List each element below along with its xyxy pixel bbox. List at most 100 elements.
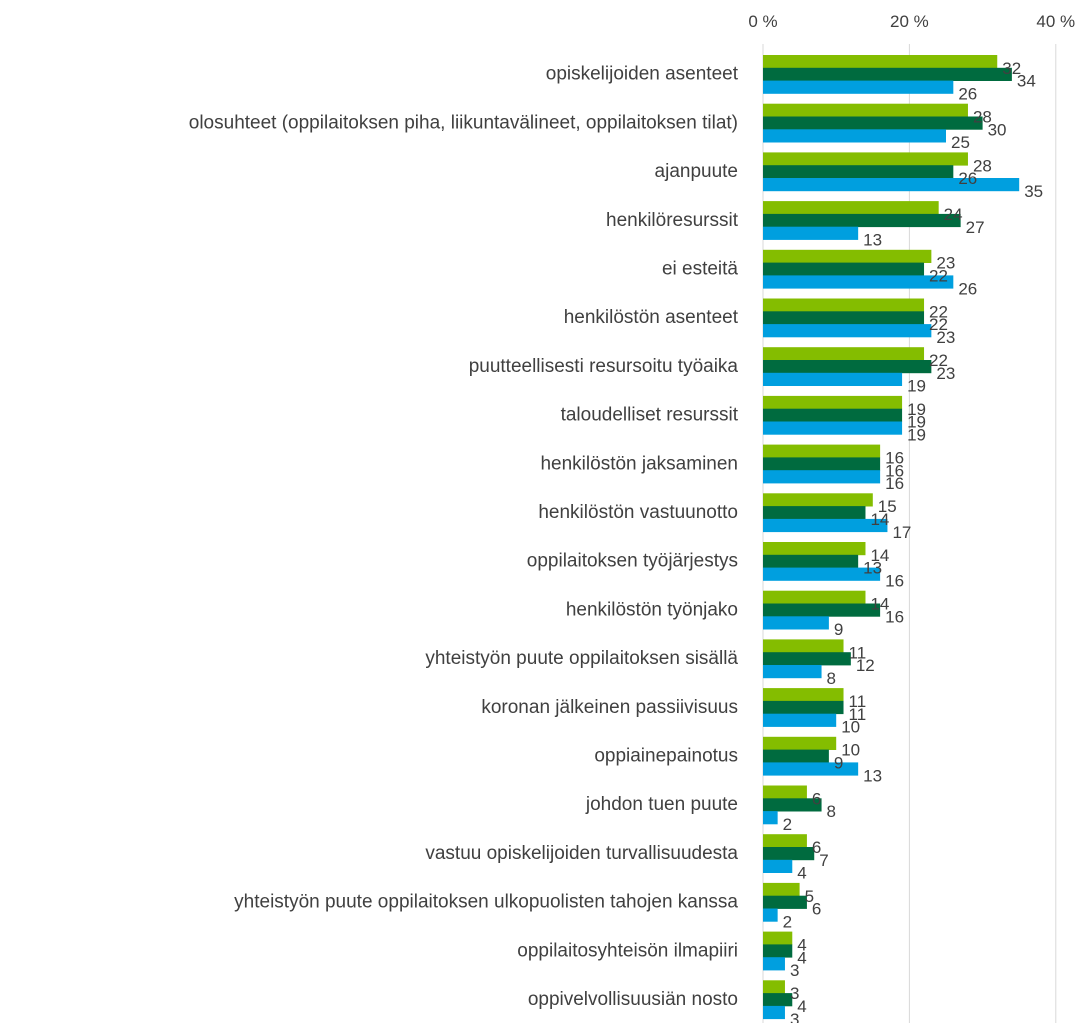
data-label: 16 — [885, 461, 904, 480]
bar-1 — [763, 834, 807, 848]
data-label: 19 — [907, 413, 926, 432]
x-tick-label: 0 % — [748, 12, 777, 31]
bar-1 — [763, 298, 925, 312]
category-label: yhteistyön puute oppilaitoksen sisällä — [425, 648, 738, 669]
bar-1 — [763, 882, 800, 897]
bar-2 — [763, 603, 881, 617]
bar-1 — [763, 103, 968, 117]
bar-3 — [763, 957, 785, 971]
bar-3 — [763, 372, 903, 386]
bar-2 — [763, 700, 844, 715]
bar-2 — [763, 408, 903, 422]
data-label: 2 — [783, 815, 792, 834]
bar-2 — [763, 749, 829, 763]
bar-1 — [763, 444, 881, 458]
data-label: 13 — [863, 766, 882, 785]
data-label: 7 — [819, 851, 828, 870]
bar-2 — [763, 798, 822, 812]
bar-2 — [763, 67, 1012, 81]
data-label: 35 — [1024, 182, 1043, 201]
bar-1 — [763, 493, 873, 507]
data-label: 10 — [841, 741, 860, 760]
data-label: 28 — [973, 156, 992, 175]
bar-1 — [763, 152, 968, 166]
bar-2 — [763, 262, 925, 276]
bar-3 — [763, 567, 881, 581]
data-label: 22 — [929, 315, 948, 334]
data-label: 23 — [936, 364, 955, 383]
bar-3 — [763, 859, 793, 873]
category-label: puutteellisesti resursoitu työaika — [469, 356, 739, 377]
x-tick-label: 20 % — [890, 12, 929, 31]
data-label: 16 — [885, 607, 904, 626]
category-label: henkilöstön työnjako — [566, 599, 738, 620]
data-label: 17 — [892, 523, 911, 542]
bar-3 — [763, 275, 954, 289]
bar-1 — [763, 785, 807, 799]
bar-1 — [763, 736, 837, 750]
category-label: oppiainepainotus — [594, 746, 738, 767]
data-label: 3 — [790, 1010, 799, 1023]
data-label: 13 — [863, 559, 882, 578]
bar-3 — [763, 226, 859, 240]
category-label: yhteistyön puute oppilaitoksen ulkopuoli… — [234, 892, 738, 913]
data-label: 9 — [834, 754, 843, 773]
data-label: 19 — [907, 425, 926, 444]
data-label: 16 — [885, 572, 904, 591]
data-label: 11 — [849, 692, 867, 711]
bar-1 — [763, 347, 925, 361]
bar-2 — [763, 213, 961, 228]
category-label: taloudelliset resurssit — [561, 405, 739, 426]
bar-2 — [763, 311, 925, 325]
bar-3 — [763, 811, 778, 825]
bar-2 — [763, 165, 954, 179]
bar-3 — [763, 762, 859, 776]
data-label: 4 — [797, 936, 806, 955]
data-label: 19 — [907, 377, 926, 396]
data-label: 3 — [790, 984, 799, 1003]
bar-1 — [763, 201, 939, 215]
data-label: 19 — [907, 400, 926, 419]
data-label: 26 — [958, 169, 977, 188]
category-label: johdon tuen puute — [585, 794, 738, 815]
bar-3 — [763, 1005, 785, 1020]
bar-3 — [763, 616, 829, 630]
data-label: 11 — [849, 705, 867, 724]
category-label: henkilöstön jaksaminen — [540, 453, 738, 474]
bar-1 — [763, 395, 903, 410]
bar-3 — [763, 421, 903, 435]
bar-3 — [763, 178, 1020, 192]
bar-3 — [763, 129, 946, 143]
data-label: 24 — [944, 205, 963, 224]
data-label: 10 — [841, 718, 860, 737]
data-label: 22 — [929, 267, 948, 286]
data-label: 8 — [827, 669, 836, 688]
data-label: 6 — [812, 789, 821, 808]
data-label: 14 — [870, 510, 889, 529]
bar-3 — [763, 713, 837, 727]
data-label: 27 — [966, 218, 985, 237]
bar-3 — [763, 324, 932, 338]
data-label: 23 — [936, 254, 955, 273]
data-label: 4 — [797, 997, 806, 1016]
data-label: 32 — [1002, 59, 1021, 78]
x-tick-label: 40 % — [1036, 12, 1075, 31]
data-label: 14 — [870, 595, 889, 614]
data-label: 6 — [812, 900, 821, 919]
category-label: oppivelvollisuusiän nosto — [528, 989, 738, 1010]
bar-2 — [763, 652, 851, 666]
bar-2 — [763, 895, 807, 909]
data-label: 22 — [929, 302, 948, 321]
category-label: olosuhteet (oppilaitoksen piha, liikunta… — [189, 112, 738, 133]
x-axis-ticks: 0 % 20 % 40 % — [748, 12, 1075, 31]
data-label: 15 — [878, 497, 897, 516]
data-label: 5 — [805, 887, 814, 906]
bar-2 — [763, 360, 932, 374]
data-label: 8 — [827, 802, 836, 821]
bar-1 — [763, 590, 866, 604]
category-label: ajanpuute — [655, 161, 738, 182]
data-label: 12 — [856, 656, 875, 675]
bar-1 — [763, 931, 793, 945]
data-label: 34 — [1017, 72, 1036, 91]
value-labels: 3234262830252826352427132322262222232223… — [783, 59, 1043, 1023]
